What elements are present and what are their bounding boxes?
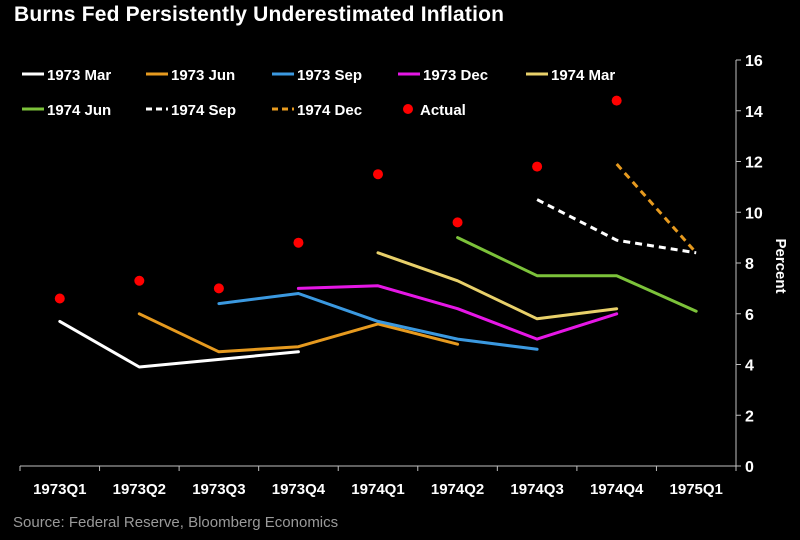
series-line-1974-dec — [615, 162, 698, 254]
series-line-1973-mar — [58, 319, 300, 369]
y-tick-label: 4 — [745, 358, 754, 375]
x-tick-label: 1974Q3 — [510, 481, 563, 498]
actual-point — [54, 293, 65, 304]
legend-label-1974-jun: 1974 Jun — [47, 102, 111, 119]
legend-label-1973-mar: 1973 Mar — [47, 67, 111, 84]
series-line-1973-jun — [137, 312, 460, 354]
y-tick-label: 12 — [745, 155, 763, 172]
x-tick-label: 1973Q4 — [272, 481, 326, 498]
legend-label-1974-sep: 1974 Sep — [171, 102, 236, 119]
legend-swatch-actual — [403, 104, 413, 114]
y-tick-label: 14 — [745, 104, 763, 121]
y-tick-label: 0 — [745, 459, 754, 476]
x-tick-label: 1973Q2 — [113, 481, 166, 498]
series-line-1973-dec — [296, 284, 619, 341]
x-tick-label: 1974Q2 — [431, 481, 484, 498]
y-tick-label: 16 — [745, 53, 763, 70]
chart-title: Burns Fed Persistently Underestimated In… — [14, 3, 505, 26]
x-tick-label: 1975Q1 — [670, 481, 723, 498]
legend-label-1974-mar: 1974 Mar — [551, 67, 615, 84]
series-line-1973-sep — [217, 292, 539, 351]
actual-point — [134, 275, 145, 286]
y-tick-label: 6 — [745, 307, 754, 324]
legend-label-1973-jun: 1973 Jun — [171, 67, 235, 84]
source-note: Source: Federal Reserve, Bloomberg Econo… — [13, 514, 339, 531]
y-tick-label: 8 — [745, 256, 754, 273]
y-tick-label: 10 — [745, 205, 763, 222]
series-line-1974-sep — [536, 198, 697, 255]
actual-point — [213, 283, 224, 294]
x-tick-label: 1974Q1 — [351, 481, 404, 498]
actual-point — [293, 237, 304, 248]
x-tick-label: 1973Q3 — [192, 481, 245, 498]
actual-point — [452, 217, 463, 228]
actual-point — [532, 161, 543, 172]
y-tick-label: 2 — [745, 408, 754, 425]
y-axis-label: Percent — [772, 238, 789, 293]
legend-label-1974-dec: 1974 Dec — [297, 102, 362, 119]
series-line-1974-mar — [376, 251, 619, 321]
legend-label-actual: Actual — [420, 102, 466, 119]
actual-point — [611, 95, 622, 106]
series-line-1974-jun — [456, 236, 698, 313]
x-tick-label: 1973Q1 — [33, 481, 86, 498]
legend-label-1973-dec: 1973 Dec — [423, 67, 488, 84]
legend-label-1973-sep: 1973 Sep — [297, 67, 362, 84]
x-tick-label: 1974Q4 — [590, 481, 644, 498]
actual-point — [373, 169, 383, 180]
